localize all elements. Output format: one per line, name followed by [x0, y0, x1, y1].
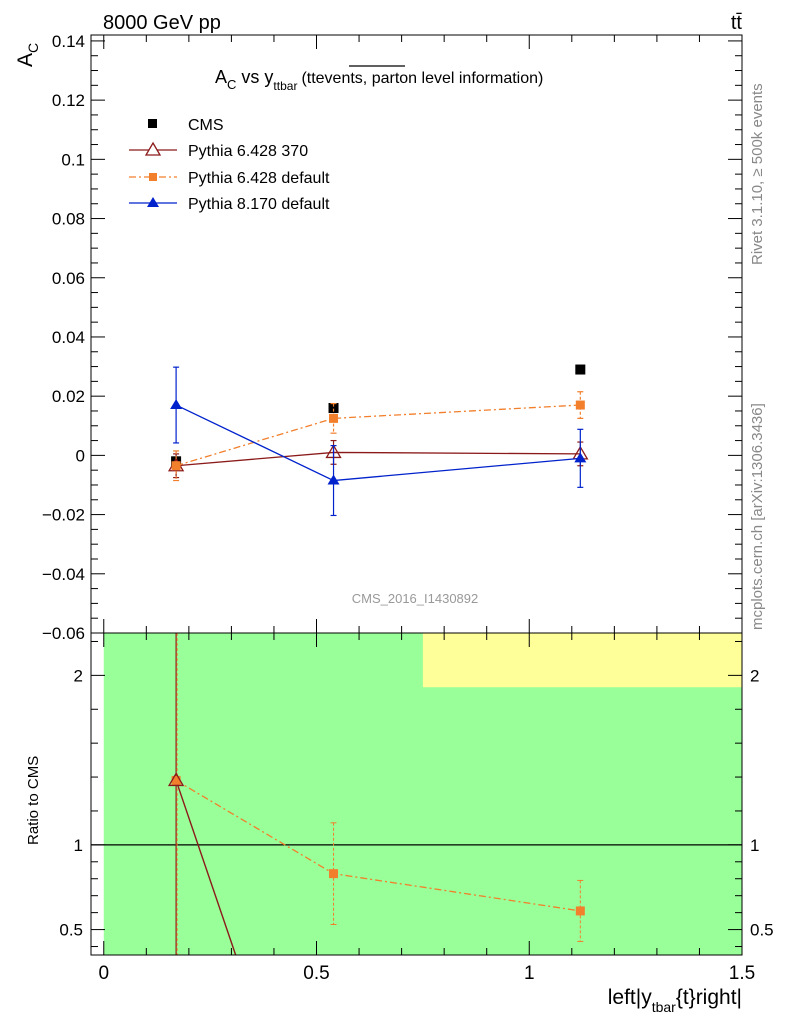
top-series-group: [167, 364, 589, 517]
top-title: AC vs yttbar (ttevents, parton level info…: [215, 67, 543, 93]
y-tick-label: −0.02: [42, 506, 85, 525]
bottom-frame: [90, 632, 743, 956]
bottom-x-axis: 0 0.5 1 1.5: [98, 633, 755, 984]
ratio-y-tick-label-left: 0.5: [59, 921, 83, 940]
data-point-cms: [328, 403, 339, 414]
bottom-ylabel: Ratio to CMS: [25, 756, 42, 845]
process-label: tt̄: [731, 12, 743, 34]
legend-label-p6-370: Pythia 6.428 370: [188, 143, 308, 160]
legend: CMS Pythia 6.428 370 Pythia 6.428 defaul…: [129, 117, 330, 213]
ratio-y-tick-label-left: 1: [74, 836, 83, 855]
x-tick-label: 1: [524, 963, 535, 984]
ratio-point-p6-default: [171, 775, 181, 785]
data-point-p8-default: [327, 474, 340, 485]
xlabel-main: left|y: [608, 986, 652, 1009]
ratio-y-tick-label-right: 0.5: [750, 921, 774, 940]
y-tick-label: 0.02: [52, 387, 85, 406]
mcplots-label: mcplots.cern.ch [arXiv:1306.3436]: [749, 403, 766, 630]
ratio-point-p6-370: [167, 772, 185, 787]
ratio-band-yellow: [422, 633, 742, 688]
data-point-p6-default: [575, 400, 585, 410]
title-paren-open: (tt: [301, 70, 316, 87]
watermark: CMS_2016_I1430892: [352, 591, 479, 606]
data-point-p8-default: [574, 452, 587, 463]
bottom-xlabel: left|ytbar{t}right|: [608, 986, 742, 1015]
legend-marker-p6-370: [144, 141, 162, 156]
data-point-p8-default: [170, 399, 183, 410]
legend-marker-p6-default: [149, 173, 157, 181]
series-line-p6-default: [175, 404, 581, 467]
ratio-bands: [91, 633, 742, 955]
y-tick-label: −0.06: [42, 624, 85, 643]
legend-item-cms: CMS: [148, 117, 224, 134]
y-tick-label: 0.08: [52, 210, 85, 229]
title-rest: parton level information): [367, 70, 543, 87]
title-overline: events,: [316, 70, 368, 87]
y-tick-label: −0.04: [42, 565, 85, 584]
data-point-p6-default: [329, 413, 339, 423]
legend-item-p8-default: Pythia 8.170 default: [129, 196, 330, 213]
bottom-panel: 0.5 0.5 1 1 2 2 0 0.5 1 1.5 Ratio to CMS left|yt…: [25, 632, 774, 1015]
title-vs-sub: ttbar: [273, 79, 297, 93]
legend-marker-cms: [148, 119, 157, 128]
legend-item-p6-370: Pythia 6.428 370: [129, 141, 308, 160]
ratio-point-p6-default: [329, 869, 339, 879]
ratio-line-p6-370: [175, 780, 237, 956]
rivet-label: Rivet 3.1.10, ≥ 500k events: [749, 83, 766, 265]
data-point-cms: [575, 364, 586, 375]
y-tick-label: 0.14: [52, 32, 85, 51]
x-tick-label: 1.5: [729, 963, 755, 984]
y-tick-label: 0: [76, 446, 85, 465]
ratio-y-tick-label-left: 2: [74, 666, 83, 685]
ratio-y-tick-label-right: 1: [750, 836, 759, 855]
data-point-p6-default: [171, 461, 181, 471]
top-panel: −0.06 −0.04 −0.02 0 0.02 0.04 0.06 0.08 0.1 0.12 0…: [14, 32, 743, 643]
y-tick-label: 0.04: [52, 328, 85, 347]
legend-label-cms: CMS: [188, 117, 224, 134]
y-tick-label: 0.12: [52, 91, 85, 110]
ratio-y-tick-label-right: 2: [750, 666, 759, 685]
title-main: A: [215, 67, 227, 87]
xlabel-rest: {t}right|: [676, 986, 742, 1009]
bottom-y-axis: 0.5 0.5 1 1 2 2: [59, 640, 774, 948]
legend-label-p6-default: Pythia 6.428 default: [188, 170, 330, 187]
y-tick-label: 0.1: [61, 150, 85, 169]
legend-item-p6-default: Pythia 6.428 default: [129, 170, 330, 187]
legend-label-p8-default: Pythia 8.170 default: [188, 196, 330, 213]
legend-marker-p8-default: [147, 197, 159, 207]
energy-label: 8000 GeV pp: [103, 12, 221, 34]
ratio-point-p6-default: [575, 906, 585, 916]
series-line-p8-default: [175, 404, 581, 482]
x-tick-label: 0.5: [303, 963, 329, 984]
title-vs: vs y: [236, 67, 273, 87]
title-main-sub: C: [227, 77, 236, 92]
x-tick-label: 0: [98, 963, 109, 984]
ylabel-sub: C: [25, 43, 41, 53]
bottom-series-group: [167, 633, 585, 956]
ylabel-main: A: [14, 53, 37, 67]
xlabel-sub: tbar: [652, 999, 676, 1015]
top-y-axis: −0.06 −0.04 −0.02 0 0.02 0.04 0.06 0.08 0.1 0.12 0…: [42, 32, 743, 643]
y-tick-label: 0.06: [52, 269, 85, 288]
top-ylabel: AC: [14, 43, 41, 67]
